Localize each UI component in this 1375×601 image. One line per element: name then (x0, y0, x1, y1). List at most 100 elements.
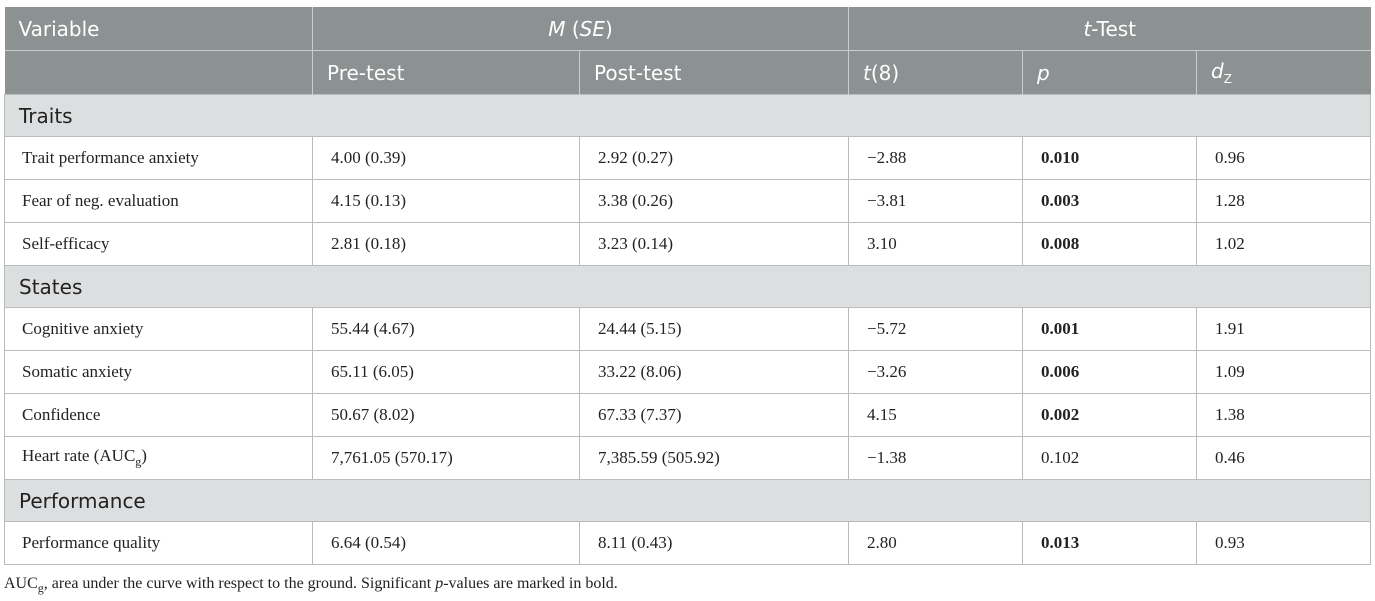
cell-pre: 55.44 (4.67) (312, 307, 580, 351)
cell-dz: 1.38 (1196, 393, 1371, 437)
cell-dz: 0.96 (1196, 136, 1371, 180)
table-footnote: AUCg, area under the curve with respect … (4, 575, 618, 596)
cell-post: 3.23 (0.14) (579, 222, 849, 266)
section-label: Performance (4, 479, 1371, 522)
cell-post: 7,385.59 (505.92) (579, 436, 849, 480)
footnote-part1: , area under the curve with respect to t… (43, 575, 436, 592)
section-label: Traits (4, 94, 1371, 137)
cell-post: 33.22 (8.06) (579, 350, 849, 394)
cell-variable-text: Self-efficacy (22, 234, 110, 253)
table-row: Confidence 50.67 (8.02) 67.33 (7.37) 4.15 0.… (4, 393, 1371, 437)
section-row: Traits (4, 94, 1371, 137)
cell-variable: Confidence (4, 393, 313, 437)
cell-dz: 1.91 (1196, 307, 1371, 351)
section-row: States (4, 265, 1371, 308)
cell-post: 8.11 (0.43) (579, 521, 849, 565)
header-empty (4, 50, 313, 95)
header-dz: dZ (1196, 50, 1371, 95)
cell-p: 0.008 (1022, 222, 1197, 266)
header-t8: t(8) (848, 50, 1023, 95)
cell-t: 3.10 (848, 222, 1023, 266)
cell-variable-sub: g (135, 454, 142, 469)
section-row: Performance (4, 479, 1371, 522)
table-row: Self-efficacy 2.81 (0.18) 3.23 (0.14) 3.10 0… (4, 222, 1371, 266)
table-body: Traits Trait performance anxiety 4.00 (0.3… (4, 94, 1371, 565)
cell-p: 0.010 (1022, 136, 1197, 180)
footnote-p: p (435, 575, 444, 592)
cell-t: −3.26 (848, 350, 1023, 394)
cell-variable-text: Cognitive anxiety (22, 319, 144, 338)
cell-dz: 0.46 (1196, 436, 1371, 480)
cell-dz: 1.09 (1196, 350, 1371, 394)
footnote-part2: -values are marked in bold. (443, 575, 618, 592)
table-header: Variable M (SE) t-Test Pre-test Post-tes… (4, 7, 1371, 95)
cell-pre: 7,761.05 (570.17) (312, 436, 580, 480)
cell-t: −3.81 (848, 179, 1023, 223)
cell-post: 67.33 (7.37) (579, 393, 849, 437)
header-ttest-rest: -Test (1091, 16, 1137, 41)
cell-t: −5.72 (848, 307, 1023, 351)
cell-post: 2.92 (0.27) (579, 136, 849, 180)
cell-pre: 6.64 (0.54) (312, 521, 580, 565)
cell-variable-text: Performance quality (22, 533, 161, 552)
header-t8-t: t (863, 60, 871, 85)
cell-pre: 50.67 (8.02) (312, 393, 580, 437)
header-p: p (1022, 50, 1197, 95)
cell-variable-text: Confidence (22, 405, 101, 424)
cell-variable-tail: ) (141, 446, 147, 466)
section-label: States (4, 265, 1371, 308)
header-ttest-t: t (1083, 16, 1092, 41)
header-p-label: p (1037, 60, 1050, 85)
table-row: Performance quality 6.64 (0.54) 8.11 (0.43… (4, 521, 1371, 565)
cell-variable: Self-efficacy (4, 222, 313, 266)
cell-pre: 4.00 (0.39) (312, 136, 580, 180)
cell-variable: Performance quality (4, 521, 313, 565)
cell-variable: Trait performance anxiety (4, 136, 313, 180)
cell-p: 0.013 (1022, 521, 1197, 565)
table-row: Trait performance anxiety 4.00 (0.39) 2.92… (4, 136, 1371, 180)
header-t8-rest: (8) (870, 60, 900, 85)
cell-post: 3.38 (0.26) (579, 179, 849, 223)
header-ttest: t-Test (848, 7, 1371, 51)
cell-t: 2.80 (848, 521, 1023, 565)
cell-pre: 65.11 (6.05) (312, 350, 580, 394)
cell-variable: Fear of neg. evaluation (4, 179, 313, 223)
header-variable: Variable (4, 7, 313, 51)
cell-pre: 4.15 (0.13) (312, 179, 580, 223)
cell-p: 0.102 (1022, 436, 1197, 480)
cell-variable-text: Somatic anxiety (22, 362, 133, 381)
cell-post: 24.44 (5.15) (579, 307, 849, 351)
cell-variable-text: Trait performance anxiety (22, 148, 199, 167)
results-table: Variable M (SE) t-Test Pre-test Post-tes… (4, 7, 1371, 565)
cell-t: −1.38 (848, 436, 1023, 480)
cell-variable: Somatic anxiety (4, 350, 313, 394)
cell-variable: Heart rate (AUCg) (4, 436, 313, 480)
table-row: Heart rate (AUCg) 7,761.05 (570.17) 7,385.… (4, 436, 1371, 480)
header-m-se-m: M (548, 16, 566, 41)
cell-p: 0.002 (1022, 393, 1197, 437)
table-row: Cognitive anxiety 55.44 (4.67) 24.44 (5.15… (4, 307, 1371, 351)
header-m-se: M (SE) (312, 7, 849, 51)
header-pre: Pre-test (312, 50, 580, 95)
footnote-auc-sub: g (37, 581, 44, 596)
cell-p: 0.001 (1022, 307, 1197, 351)
cell-t: 4.15 (848, 393, 1023, 437)
results-table-container: Variable M (SE) t-Test Pre-test Post-tes… (4, 7, 1371, 565)
cell-t: −2.88 (848, 136, 1023, 180)
cell-pre: 2.81 (0.18) (312, 222, 580, 266)
cell-variable: Cognitive anxiety (4, 307, 313, 351)
cell-p: 0.003 (1022, 179, 1197, 223)
cell-dz: 0.93 (1196, 521, 1371, 565)
header-m-se-se: SE (579, 16, 605, 41)
table-row: Somatic anxiety 65.11 (6.05) 33.22 (8.06) −… (4, 350, 1371, 394)
cell-dz: 1.02 (1196, 222, 1371, 266)
cell-p: 0.006 (1022, 350, 1197, 394)
footnote-auc: AUC (4, 575, 38, 592)
cell-variable-text: Fear of neg. evaluation (22, 191, 179, 210)
table-row: Fear of neg. evaluation 4.15 (0.13) 3.38 (… (4, 179, 1371, 223)
header-dz-d: d (1211, 59, 1224, 83)
cell-dz: 1.28 (1196, 179, 1371, 223)
header-dz-sub: Z (1223, 72, 1232, 86)
cell-variable-text: Heart rate (AUC (22, 446, 136, 466)
header-post: Post-test (579, 50, 849, 95)
